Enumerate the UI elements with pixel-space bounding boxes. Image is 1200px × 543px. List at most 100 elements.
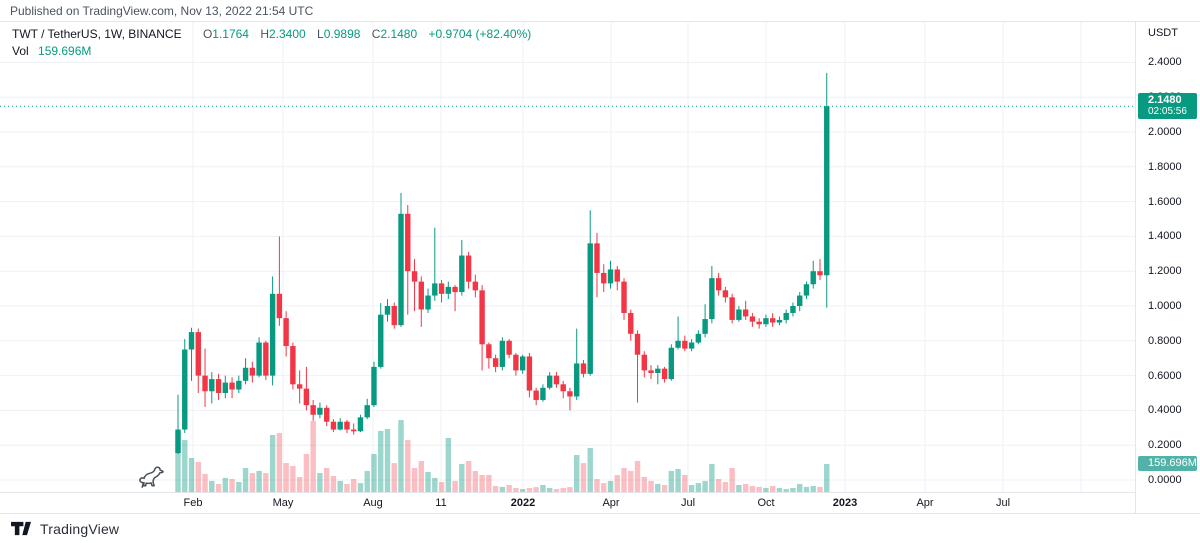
- candle-body: [607, 269, 614, 284]
- volume-bar: [614, 474, 620, 492]
- candle-body: [242, 367, 249, 381]
- candle-body: [418, 281, 424, 310]
- header-divider: [0, 21, 1200, 22]
- time-axis-label: 2023: [832, 497, 858, 509]
- legend-volume-row: Vol 159.696M: [12, 44, 531, 59]
- candle-body: [384, 306, 391, 315]
- candle-body: [269, 293, 276, 376]
- price-axis-label: 0.6000: [1148, 369, 1182, 382]
- volume-bar: [242, 467, 249, 492]
- price-axis-label: 2.0000: [1148, 126, 1182, 138]
- candle-body: [634, 333, 641, 355]
- volume-bar: [222, 477, 229, 492]
- volume-bar: [276, 433, 283, 492]
- volume-bar: [465, 460, 472, 492]
- candle-body: [824, 106, 830, 276]
- volume-bar: [810, 486, 816, 492]
- volume-bar: [607, 480, 614, 492]
- candle-body: [526, 356, 533, 391]
- candle-body: [276, 293, 283, 319]
- candle-body: [323, 407, 330, 422]
- candle-body: [506, 340, 512, 355]
- price-axis-label: 1.8000: [1148, 160, 1182, 173]
- candle-body: [256, 342, 262, 376]
- symbol-title: TWT / TetherUS, 1W, BINANCE: [12, 27, 182, 41]
- price-axis-label: 0.8000: [1148, 334, 1182, 347]
- candle-body: [425, 295, 431, 310]
- candle-body: [668, 347, 675, 380]
- candle-body: [296, 384, 303, 389]
- candle-body: [580, 363, 587, 374]
- candle-body: [763, 318, 769, 325]
- candle-body: [222, 382, 229, 393]
- candle-body: [283, 318, 289, 347]
- volume-bar: [736, 484, 742, 492]
- current-price-value: 2.1480: [1148, 94, 1182, 107]
- price-axis-label: 2.4000: [1148, 56, 1182, 69]
- volume-bar: [182, 440, 188, 492]
- candle-body: [459, 255, 465, 293]
- price-axis-label: 1.6000: [1148, 195, 1182, 208]
- volume-bar: [398, 420, 404, 492]
- candle-body: [729, 297, 735, 320]
- volume-bar: [533, 487, 539, 492]
- candle-body: [472, 281, 479, 291]
- legend-ohlc-row: TWT / TetherUS, 1W, BINANCE O1.1764 H2.3…: [12, 27, 531, 42]
- volume-bar: [371, 453, 377, 492]
- candle-body: [452, 286, 458, 293]
- volume-bar: [519, 489, 526, 492]
- volume-bar: [797, 483, 803, 492]
- volume-bar: [749, 486, 756, 492]
- high-value: 2.3400: [269, 27, 306, 41]
- volume-bar: [526, 487, 533, 492]
- time-axis-label: Feb: [183, 497, 203, 509]
- volume-bar: [236, 482, 242, 492]
- time-axis-label: Jul: [995, 497, 1011, 509]
- volume-bar: [351, 479, 357, 492]
- high-label: H: [260, 27, 269, 41]
- candle-body: [553, 375, 560, 385]
- candle-body: [776, 319, 783, 323]
- candle-body: [310, 405, 316, 415]
- candle-body: [391, 306, 397, 326]
- candle-body: [263, 342, 269, 376]
- volume-bar: [560, 487, 566, 492]
- volume-bar: [357, 483, 364, 492]
- currency-label: USDT: [1148, 27, 1178, 39]
- candle-body: [688, 342, 695, 349]
- volume-bar: [452, 480, 458, 492]
- tradingview-branding[interactable]: TradingView: [10, 519, 119, 538]
- volume-bar: [438, 482, 445, 492]
- candle-body: [722, 290, 729, 298]
- candle-body: [601, 272, 607, 284]
- time-axis-label: Apr: [602, 497, 620, 509]
- candle-body: [330, 421, 337, 430]
- candle-body: [682, 340, 688, 349]
- close-label: C: [371, 27, 381, 41]
- candle-body: [344, 421, 350, 430]
- candle-body: [790, 306, 796, 313]
- low-label: L: [317, 27, 324, 41]
- candle-body: [432, 283, 438, 296]
- candle-body: [209, 379, 215, 392]
- volume-bar: [459, 463, 465, 492]
- volume-bar: [634, 460, 641, 492]
- candle-body: [587, 243, 593, 374]
- volume-bar: [492, 486, 499, 492]
- volume-bar: [432, 477, 438, 492]
- volume-bar: [411, 467, 418, 492]
- candle-body: [357, 417, 364, 432]
- candle-body: [702, 319, 708, 334]
- time-axis-label: Aug: [363, 497, 383, 509]
- current-price-badge: 2.1480 02:05:56: [1138, 93, 1197, 120]
- candle-body: [202, 375, 208, 392]
- candle-body: [378, 314, 384, 367]
- time-axis[interactable]: Feb May Aug 11 2022 Apr Jul Oct 2023 Apr Jul: [0, 493, 1135, 513]
- price-axis[interactable]: USDT 2.40002.20002.00001.80001.60001.400…: [1135, 21, 1200, 513]
- volume-bar: [499, 486, 506, 492]
- volume-bar: [256, 470, 262, 492]
- volume-bar: [249, 473, 256, 492]
- price-axis-label: 1.0000: [1148, 300, 1182, 312]
- candle-body: [648, 370, 654, 373]
